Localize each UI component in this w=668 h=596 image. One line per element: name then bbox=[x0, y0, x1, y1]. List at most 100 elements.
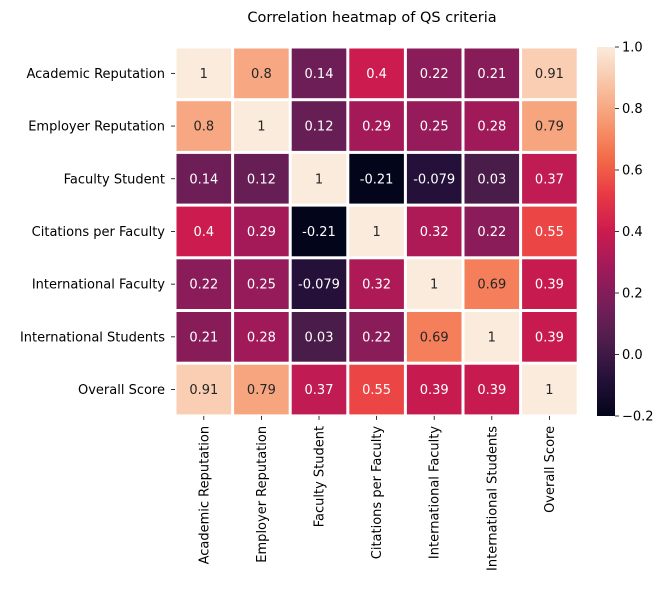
heatmap-cell-0-0 bbox=[176, 48, 232, 99]
cell-value-label-0-2: 0.14 bbox=[305, 67, 334, 82]
heatmap-cell-6-6 bbox=[522, 364, 577, 415]
cell-value-label-6-0: 0.91 bbox=[189, 383, 218, 398]
cell-value-label-1-0: 0.8 bbox=[193, 120, 214, 135]
heatmap-cell-1-3 bbox=[349, 101, 404, 151]
heatmap-cell-1-6 bbox=[522, 101, 577, 151]
cell-value-label-1-5: 0.28 bbox=[477, 120, 506, 135]
cell-value-label-5-6: 0.39 bbox=[535, 330, 564, 345]
heatmap-cell-4-6 bbox=[522, 259, 577, 309]
y-tick-label-1: Employer Reputation bbox=[28, 120, 165, 135]
cell-value-label-3-6: 0.55 bbox=[535, 225, 564, 240]
cell-value-label-5-2: 0.03 bbox=[305, 330, 334, 345]
cell-value-label-3-5: 0.22 bbox=[477, 225, 506, 240]
heatmap-cell-5-4 bbox=[406, 312, 462, 362]
cell-value-label-2-0: 0.14 bbox=[189, 172, 218, 187]
colorbar-tick-label-6: 1.0 bbox=[622, 41, 643, 56]
chart-title: Correlation heatmap of QS criteria bbox=[247, 10, 496, 26]
heatmap-cell-2-3 bbox=[349, 153, 404, 204]
cell-value-label-5-1: 0.28 bbox=[247, 330, 276, 345]
cell-value-label-4-2: -0.079 bbox=[298, 278, 340, 293]
heatmap-cell-2-1 bbox=[234, 153, 289, 204]
cell-value-label-1-4: 0.25 bbox=[420, 120, 449, 135]
heatmap-cell-3-5 bbox=[464, 206, 520, 257]
cell-value-label-5-5: 1 bbox=[488, 330, 496, 345]
cell-value-label-2-3: -0.21 bbox=[360, 172, 394, 187]
x-tick-label-4: International Faculty bbox=[428, 426, 443, 559]
cell-value-label-2-6: 0.37 bbox=[535, 172, 564, 187]
y-tick-label-6: Overall Score bbox=[78, 383, 165, 398]
x-tick-label-0: Academic Reputation bbox=[197, 426, 212, 565]
heatmap-cell-6-4 bbox=[406, 364, 462, 415]
cell-value-label-6-3: 0.55 bbox=[362, 383, 391, 398]
colorbar-tick-label-2: 0.2 bbox=[622, 287, 643, 302]
heatmap-cell-2-4 bbox=[406, 153, 462, 204]
cell-value-label-0-5: 0.21 bbox=[477, 67, 506, 82]
heatmap-cell-6-0 bbox=[176, 364, 232, 415]
cell-value-label-0-3: 0.4 bbox=[366, 67, 387, 82]
heatmap-cell-5-3 bbox=[349, 312, 404, 362]
cell-value-label-1-1: 1 bbox=[257, 120, 265, 135]
heatmap-cell-4-1 bbox=[234, 259, 289, 309]
cell-value-label-3-4: 0.32 bbox=[420, 225, 449, 240]
heatmap-cell-5-1 bbox=[234, 312, 289, 362]
heatmap-cell-0-2 bbox=[291, 48, 347, 99]
cell-value-label-4-6: 0.39 bbox=[535, 278, 564, 293]
cell-value-label-6-6: 1 bbox=[545, 383, 553, 398]
heatmap-cell-6-3 bbox=[349, 364, 404, 415]
heatmap-cell-0-5 bbox=[464, 48, 520, 99]
heatmap-cell-2-6 bbox=[522, 153, 577, 204]
cell-value-label-4-3: 0.32 bbox=[362, 278, 391, 293]
cell-value-label-6-1: 0.79 bbox=[247, 383, 276, 398]
y-tick-label-0: Academic Reputation bbox=[27, 67, 166, 82]
cell-value-label-3-1: 0.29 bbox=[247, 225, 276, 240]
heatmap-cell-0-4 bbox=[406, 48, 462, 99]
cell-value-label-2-2: 1 bbox=[315, 172, 323, 187]
cell-value-label-3-0: 0.4 bbox=[193, 225, 214, 240]
heatmap-cell-1-1 bbox=[234, 101, 289, 151]
cell-value-label-6-2: 0.37 bbox=[305, 383, 334, 398]
heatmap-cell-0-6 bbox=[522, 48, 577, 99]
cell-value-label-6-5: 0.39 bbox=[477, 383, 506, 398]
y-tick-label-4: International Faculty bbox=[32, 278, 165, 293]
heatmap-cell-1-2 bbox=[291, 101, 347, 151]
x-tick-label-3: Citations per Faculty bbox=[370, 426, 385, 560]
cell-value-label-0-6: 0.91 bbox=[535, 67, 564, 82]
heatmap-cell-5-6 bbox=[522, 312, 577, 362]
heatmap-cell-3-1 bbox=[234, 206, 289, 257]
cell-value-label-5-4: 0.69 bbox=[420, 330, 449, 345]
x-tick-labels: Academic Reputation Employer Reputation Fa… bbox=[197, 415, 558, 571]
x-tick-label-6: Overall Score bbox=[543, 426, 558, 513]
heatmap-cell-5-2 bbox=[291, 312, 347, 362]
x-tick-label-1: Employer Reputation bbox=[255, 426, 270, 563]
cell-value-label-4-4: 1 bbox=[430, 278, 438, 293]
colorbar-gradient bbox=[597, 47, 615, 416]
y-tick-label-2: Faculty Student bbox=[64, 172, 165, 187]
x-tick-label-2: Faculty Student bbox=[313, 426, 328, 527]
cell-value-label-4-0: 0.22 bbox=[189, 278, 218, 293]
heatmap-cell-2-0 bbox=[176, 153, 232, 204]
y-tick-label-5: International Students bbox=[20, 330, 165, 345]
heatmap-cell-3-2 bbox=[291, 206, 347, 257]
heatmap-cell-3-6 bbox=[522, 206, 577, 257]
cell-value-label-2-1: 0.12 bbox=[247, 172, 276, 187]
colorbar-tick-label-3: 0.4 bbox=[622, 225, 643, 240]
heatmap-cell-5-5 bbox=[464, 312, 520, 362]
heatmap-cell-0-1 bbox=[234, 48, 289, 99]
cell-value-label-6-4: 0.39 bbox=[420, 383, 449, 398]
y-tick-labels: Academic Reputation Employer Reputation Fa… bbox=[20, 67, 175, 398]
heatmap-cell-0-3 bbox=[349, 48, 404, 99]
heatmap-cell-4-5 bbox=[464, 259, 520, 309]
cell-value-label-5-3: 0.22 bbox=[362, 330, 391, 345]
x-tick-label-5: International Students bbox=[485, 426, 500, 571]
heatmap-cell-1-4 bbox=[406, 101, 462, 151]
cell-value-label-3-3: 1 bbox=[372, 225, 380, 240]
y-tick-label-3: Citations per Faculty bbox=[32, 225, 166, 240]
heatmap-cell-4-3 bbox=[349, 259, 404, 309]
cell-value-label-4-1: 0.25 bbox=[247, 278, 276, 293]
colorbar-tick-label-1: 0.0 bbox=[622, 348, 643, 363]
heatmap-cell-1-5 bbox=[464, 101, 520, 151]
cell-value-label-1-3: 0.29 bbox=[362, 120, 391, 135]
heatmap-cell-3-0 bbox=[176, 206, 232, 257]
